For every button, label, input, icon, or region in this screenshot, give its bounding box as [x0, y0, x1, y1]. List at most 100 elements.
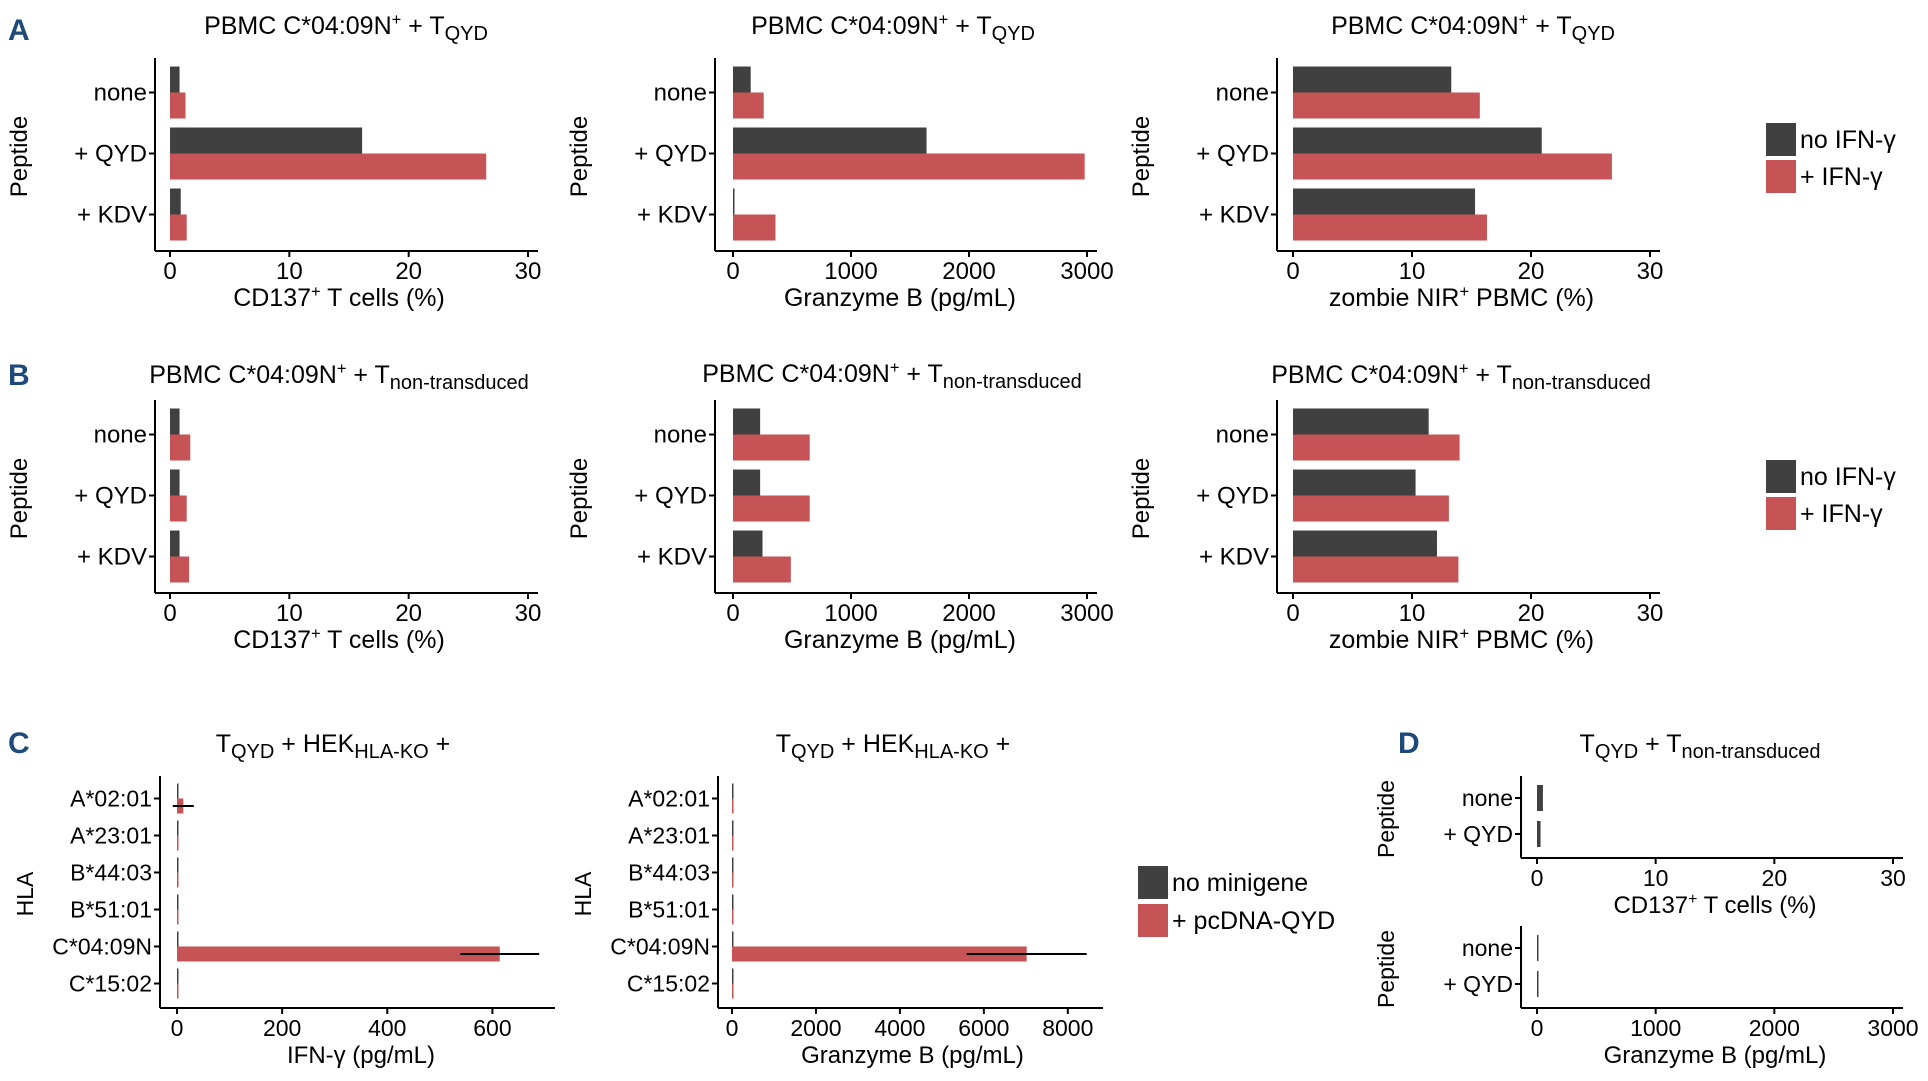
- bar-ifn-qyd: [733, 495, 810, 522]
- x-tick-label: 30: [1637, 600, 1664, 627]
- chart-title: PBMC C*04:09N+ + Tnon-transduced: [702, 359, 1082, 393]
- y-axis-label: Peptide: [1373, 930, 1399, 1008]
- category-label-c-04-09n: C*04:09N: [52, 934, 152, 960]
- chart-b1: 0 10 20 30 CD137+ T cells (%) Peptide none + QY…: [6, 360, 541, 654]
- bar-pcdna-qyd-c-04-09n: [732, 946, 1027, 962]
- y-axis-label: Peptide: [1128, 458, 1155, 539]
- bar-no-ifn-none: [1537, 785, 1543, 811]
- x-tick-label: 0: [1531, 1015, 1544, 1041]
- bar-no-ifn-qyd: [1537, 821, 1541, 847]
- category-label-b-44-03: B*44:03: [70, 860, 152, 886]
- category-label-b-51-01: B*51:01: [70, 897, 152, 923]
- category-label-kdv: + KDV: [637, 544, 707, 571]
- category-label-none: none: [654, 80, 707, 107]
- legend-label-no-minigene: no minigene: [1172, 869, 1308, 897]
- x-tick-label: 20: [395, 600, 422, 627]
- y-axis-label: HLA: [12, 871, 38, 916]
- category-label-b-51-01: B*51:01: [628, 897, 710, 923]
- bar-no-ifn-kdv: [170, 188, 181, 215]
- x-axis-label: IFN-γ (pg/mL): [287, 1042, 435, 1069]
- x-tick-label: 1000: [824, 600, 877, 627]
- category-label-none: none: [654, 422, 707, 449]
- bar-ifn-qyd: [170, 153, 487, 180]
- x-tick-label: 2000: [790, 1015, 841, 1041]
- chart-title: TQYD + HEKHLA-KO +: [216, 730, 451, 763]
- bar-ifn-kdv: [733, 214, 776, 241]
- x-tick-label: 3000: [1060, 600, 1113, 627]
- chart-b3: 0 10 20 30 zombie NIR+ PBMC (%) Peptide none + …: [1128, 360, 1663, 654]
- bar-no-ifn-none: [733, 66, 751, 93]
- bar-pcdna-qyd-a-23-01: [732, 835, 734, 851]
- bar-pcdna-qyd-b-51-01: [732, 909, 734, 925]
- chart-c2: 0 2000 4000 6000 8000 Granzyme B (pg/mL) HLA A*…: [570, 730, 1103, 1069]
- category-label-a-02-01: A*02:01: [628, 786, 710, 812]
- bar-no-ifn-none: [733, 408, 761, 435]
- bar-ifn-kdv: [1293, 214, 1487, 241]
- legend-ifn-b: no IFN-γ + IFN-γ: [1766, 460, 1896, 530]
- legend-label-no-ifn: no IFN-γ: [1800, 463, 1896, 491]
- x-tick-label: 2000: [942, 600, 995, 627]
- category-label-kdv: + KDV: [77, 544, 147, 571]
- category-label-qyd: + QYD: [634, 483, 707, 510]
- bar-no-ifn-none: [170, 408, 180, 435]
- legend-label-plus-pcdna: + pcDNA-QYD: [1172, 907, 1335, 935]
- chart-b2: 0 1000 2000 3000 Granzyme B (pg/mL) Peptide no…: [566, 359, 1114, 654]
- bar-no-minigene-b-44-03: [732, 857, 734, 873]
- x-tick-label: 20: [395, 258, 422, 285]
- category-label-a-23-01: A*23:01: [628, 823, 710, 849]
- bar-no-ifn-none: [1537, 935, 1539, 961]
- bar-no-minigene-c-15-02: [177, 968, 179, 984]
- bar-no-minigene-a-23-01: [177, 820, 179, 836]
- bar-ifn-kdv: [1293, 556, 1459, 583]
- bar-ifn-none: [1293, 434, 1460, 461]
- x-tick-label: 200: [263, 1015, 301, 1041]
- x-tick-label: 0: [171, 1015, 184, 1041]
- y-axis-label: Peptide: [1128, 116, 1155, 197]
- category-label-none: none: [1462, 785, 1513, 811]
- x-tick-label: 3000: [1867, 1015, 1918, 1041]
- x-tick-label: 1000: [824, 258, 877, 285]
- category-label-none: none: [1216, 80, 1269, 107]
- legend-swatch-no-minigene: [1138, 866, 1168, 899]
- category-label-kdv: + KDV: [637, 202, 707, 229]
- x-tick-label: 20: [1518, 600, 1545, 627]
- x-tick-label: 20: [1762, 865, 1788, 891]
- bar-no-ifn-qyd: [1293, 127, 1542, 154]
- category-label-kdv: + KDV: [77, 202, 147, 229]
- x-tick-label: 30: [515, 258, 542, 285]
- x-tick-label: 0: [1286, 600, 1299, 627]
- x-axis-label: CD137+ T cells (%): [1613, 891, 1816, 919]
- x-tick-label: 30: [515, 600, 542, 627]
- category-label-none: none: [94, 80, 147, 107]
- x-tick-label: 0: [726, 600, 739, 627]
- bar-no-minigene-a-02-01: [177, 783, 179, 799]
- bar-pcdna-qyd-c-15-02: [177, 983, 179, 999]
- bar-no-minigene-b-44-03: [177, 857, 179, 873]
- bar-ifn-kdv: [733, 556, 791, 583]
- chart-title: PBMC C*04:09N+ + TQYD: [204, 11, 488, 45]
- y-axis-label: Peptide: [6, 116, 33, 197]
- bar-ifn-qyd: [733, 153, 1085, 180]
- category-label-a-02-01: A*02:01: [70, 786, 152, 812]
- bar-no-ifn-none: [1293, 66, 1452, 93]
- x-tick-label: 6000: [958, 1015, 1009, 1041]
- bar-no-ifn-kdv: [170, 530, 180, 557]
- x-axis-label: CD137+ T cells (%): [233, 283, 445, 312]
- legend-ifn-a: no IFN-γ + IFN-γ: [1766, 123, 1896, 193]
- bar-no-minigene-c-15-02: [732, 968, 734, 984]
- category-label-qyd: + QYD: [634, 141, 707, 168]
- x-axis-label: CD137+ T cells (%): [233, 625, 445, 654]
- bar-ifn-kdv: [170, 214, 187, 241]
- bar-pcdna-qyd-c-04-09n: [177, 946, 500, 962]
- x-tick-label: 600: [473, 1015, 511, 1041]
- x-tick-label: 8000: [1042, 1015, 1093, 1041]
- y-axis-label: HLA: [570, 871, 596, 916]
- bar-pcdna-qyd-b-44-03: [177, 872, 179, 888]
- x-tick-label: 0: [726, 258, 739, 285]
- bar-ifn-none: [733, 92, 764, 119]
- x-tick-label: 400: [368, 1015, 406, 1041]
- y-axis-label: Peptide: [566, 116, 593, 197]
- x-tick-label: 0: [1286, 258, 1299, 285]
- bar-no-ifn-kdv: [1293, 188, 1476, 215]
